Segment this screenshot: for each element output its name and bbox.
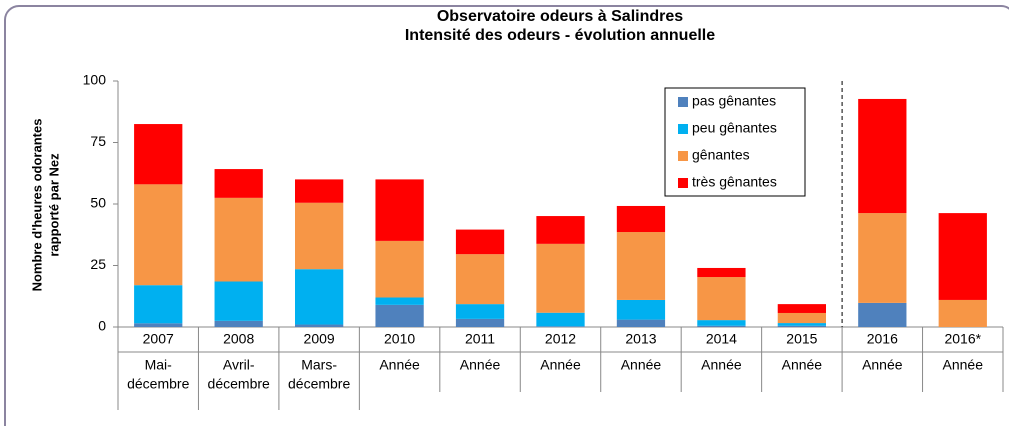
x-tick-label: 2007 (143, 331, 174, 347)
period-label: Année (621, 357, 662, 373)
bar-segment (858, 302, 907, 327)
bar-segment (214, 281, 263, 321)
bar-segment (295, 179, 344, 203)
bar-segment (536, 326, 585, 327)
bar-segment (455, 254, 505, 305)
bar-segment (375, 297, 424, 305)
legend-swatch (678, 151, 688, 161)
y-tick-label: 25 (90, 256, 106, 272)
bar-segment (134, 184, 183, 286)
y-tick-label: 75 (90, 133, 106, 149)
bar-segment (214, 169, 263, 198)
period-label: Mars- (301, 357, 337, 373)
bar-segment (536, 216, 585, 244)
bar-segment (858, 98, 907, 214)
y-axis-title: Nombre d'heures odorantes (29, 119, 44, 292)
x-tick-label: 2008 (223, 331, 254, 347)
period-label: Année (379, 357, 420, 373)
bar-segment (455, 318, 505, 327)
period-label: Mai- (145, 357, 173, 373)
bar-segment (455, 229, 505, 255)
period-label: décembre (288, 376, 350, 392)
bar-segment (616, 319, 666, 327)
bar-segment (295, 324, 344, 327)
legend-label: gênantes (692, 147, 750, 163)
bar-segment (616, 299, 666, 320)
bar-segment (697, 325, 746, 327)
bar-segment (938, 299, 987, 327)
bar-segment (375, 304, 424, 327)
bar-segment (938, 213, 987, 300)
bar-segment (134, 285, 183, 324)
bar-segment (536, 243, 585, 313)
period-label: Année (701, 357, 742, 373)
bar-segment (777, 304, 826, 313)
x-tick-label: 2013 (625, 331, 656, 347)
bar-segment (134, 124, 183, 185)
y-tick-label: 100 (83, 72, 107, 88)
frame (4, 5, 1009, 426)
legend-label: peu gênantes (692, 120, 777, 136)
bar-segment (375, 179, 424, 241)
legend-swatch (678, 124, 688, 134)
legend-box (664, 87, 806, 197)
bar-segment (375, 240, 424, 298)
bar-segment (455, 304, 505, 319)
bar-segment (295, 269, 344, 325)
bar-segment (858, 213, 907, 303)
x-tick-label: 2016 (867, 331, 898, 347)
bar-segment (616, 232, 666, 300)
x-tick-label: 2010 (384, 331, 415, 347)
bar-segment (697, 320, 746, 326)
chart-title: Intensité des odeurs - évolution annuell… (405, 27, 715, 44)
bar-segment (536, 312, 585, 327)
bar-segment (697, 267, 746, 278)
bar-segment (777, 325, 826, 327)
period-label: Avril- (223, 357, 255, 373)
bar-segment (214, 197, 263, 282)
chart-title: Observatoire odeurs à Salindres (437, 8, 683, 25)
x-tick-label: 2015 (786, 331, 817, 347)
legend-label: pas gênantes (692, 93, 776, 109)
bar-segment (616, 205, 666, 233)
period-label: décembre (208, 376, 270, 392)
x-tick-label: 2016* (944, 331, 981, 347)
x-tick-label: 2009 (304, 331, 335, 347)
legend-swatch (678, 178, 688, 188)
legend-label: très gênantes (692, 174, 777, 190)
bar-segment (134, 323, 183, 327)
bar-segment (777, 323, 826, 326)
period-label: Année (782, 357, 823, 373)
x-tick-label: 2011 (465, 331, 495, 347)
y-axis-title: rapporté par Nez (46, 153, 61, 257)
period-label: décembre (127, 376, 189, 392)
x-tick-label: 2014 (706, 331, 737, 347)
bar-segment (295, 202, 344, 270)
y-tick-label: 0 (98, 318, 106, 334)
period-label: Année (862, 357, 903, 373)
period-label: Année (460, 357, 501, 373)
y-tick-label: 50 (90, 195, 106, 211)
period-label: Année (943, 357, 984, 373)
bar-segment (697, 277, 746, 321)
period-label: Année (540, 357, 581, 373)
bar-segment (777, 312, 826, 324)
bar-segment (214, 320, 263, 327)
legend-swatch (678, 97, 688, 107)
x-tick-label: 2012 (545, 331, 576, 347)
